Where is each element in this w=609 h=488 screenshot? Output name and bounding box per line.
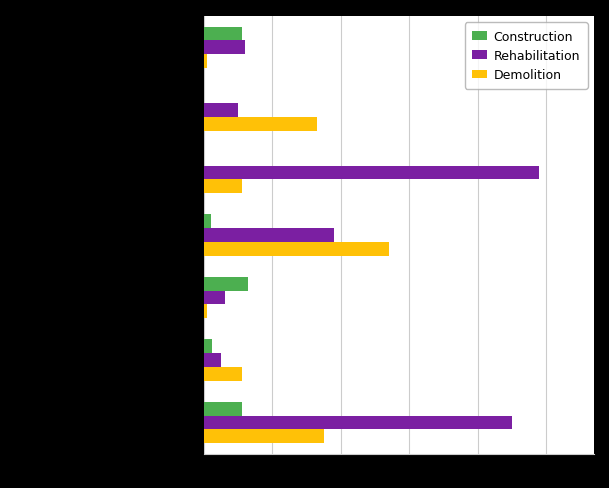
- Bar: [204, 215, 211, 228]
- Bar: [204, 277, 248, 291]
- Bar: [204, 429, 323, 443]
- Legend: Construction, Rehabilitation, Demolition: Construction, Rehabilitation, Demolition: [465, 23, 588, 90]
- Bar: [204, 291, 225, 305]
- Bar: [204, 367, 242, 381]
- Bar: [204, 166, 539, 180]
- Bar: [204, 416, 512, 429]
- Bar: [204, 243, 389, 256]
- Bar: [204, 55, 208, 69]
- Bar: [204, 305, 208, 319]
- Bar: [204, 180, 242, 194]
- Bar: [204, 353, 221, 367]
- Bar: [204, 28, 242, 41]
- Bar: [204, 41, 245, 55]
- Bar: [204, 118, 317, 131]
- Bar: [204, 104, 238, 118]
- Bar: [204, 402, 242, 416]
- Bar: [204, 228, 334, 243]
- Bar: [204, 340, 212, 353]
